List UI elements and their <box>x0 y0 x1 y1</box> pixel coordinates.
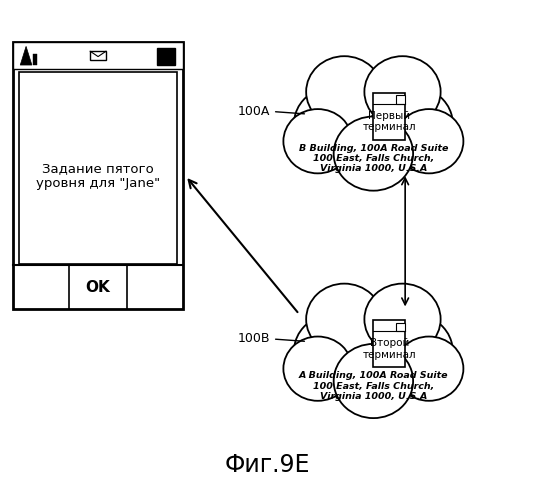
Text: Фиг.9E: Фиг.9E <box>225 454 310 477</box>
Bar <box>13 42 183 310</box>
Text: 100A: 100A <box>238 105 270 118</box>
Text: B Building, 100A Road Suite
100 East, Falls Church,
Virginia 1000, U.S.A: B Building, 100A Road Suite 100 East, Fa… <box>299 144 448 174</box>
Bar <box>395 96 405 104</box>
Circle shape <box>306 284 383 355</box>
Circle shape <box>284 336 352 401</box>
Circle shape <box>334 116 413 190</box>
Polygon shape <box>20 46 32 65</box>
Circle shape <box>373 314 453 388</box>
Circle shape <box>306 56 383 128</box>
Circle shape <box>364 56 441 128</box>
Bar <box>373 93 405 140</box>
Text: 100B: 100B <box>238 332 270 345</box>
Circle shape <box>284 109 352 174</box>
Text: Первый
терминал: Первый терминал <box>362 110 416 132</box>
Text: OK: OK <box>86 280 110 294</box>
Circle shape <box>323 70 424 164</box>
Text: A Building, 100A Road Suite
100 East, Falls Church,
Virginia 1000, U.S.A: A Building, 100A Road Suite 100 East, Fa… <box>299 371 448 401</box>
Circle shape <box>395 109 463 174</box>
Circle shape <box>373 87 453 161</box>
Circle shape <box>294 314 373 388</box>
Bar <box>395 323 405 332</box>
Circle shape <box>364 284 441 355</box>
Bar <box>19 72 178 264</box>
Circle shape <box>334 344 413 418</box>
Circle shape <box>294 87 373 161</box>
Bar <box>34 54 37 65</box>
Bar <box>90 51 106 60</box>
Text: Второй
терминал: Второй терминал <box>362 338 416 359</box>
Circle shape <box>395 336 463 401</box>
Bar <box>157 48 175 65</box>
Bar <box>13 42 183 69</box>
Text: Задание пятого
уровня для "Jane": Задание пятого уровня для "Jane" <box>36 162 160 190</box>
Bar <box>373 320 405 368</box>
Circle shape <box>323 297 424 391</box>
